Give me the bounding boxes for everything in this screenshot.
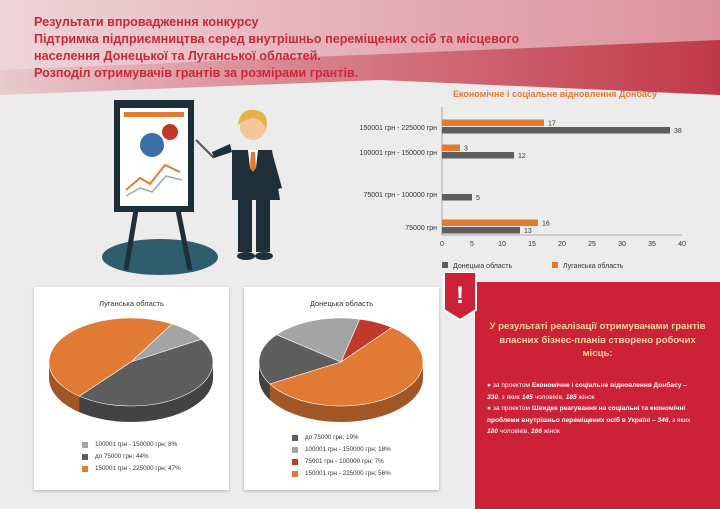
legend-label: 100001 грн - 150000 грн; 8%	[95, 441, 178, 448]
bar	[442, 227, 520, 234]
legend-swatch	[552, 262, 558, 268]
legend-item: до 75000 грн; 19%	[292, 432, 391, 444]
pie-slice-side	[53, 362, 213, 422]
page-title: Результати впровадження конкурсу Підтрим…	[34, 14, 534, 82]
legend-swatch	[292, 471, 298, 477]
presenter-illustration	[102, 100, 282, 275]
donetsk-legend: до 75000 грн; 19% 100001 грн - 150000 грн…	[292, 432, 391, 480]
donetsk-pie-title: Донецька область	[309, 299, 374, 308]
bar	[442, 144, 460, 151]
x-tick-label: 15	[528, 241, 536, 248]
x-tick-label: 30	[618, 241, 626, 248]
legend-label: Луганська область	[563, 262, 624, 270]
result-item-2: ● за проектом Швидке реагування на соціа…	[487, 405, 691, 435]
bar	[442, 152, 514, 159]
pie-slice-side	[259, 362, 270, 400]
result-item-1: ● за проектом Економічне і соціальне від…	[487, 382, 687, 401]
legend-swatch	[442, 262, 448, 268]
legend-label: до 75000 грн; 19%	[305, 434, 359, 441]
data-label: 38	[674, 128, 682, 135]
pie-slice	[276, 317, 361, 363]
title-line-4: Розподіл отримувачів грантів за розмірам…	[34, 66, 359, 80]
results-headline: У результаті реалізації отримувачами гра…	[489, 321, 706, 359]
legend-item: до 75000 грн; 44%	[82, 451, 181, 463]
results-panel: У результаті реалізації отримувачами гра…	[475, 282, 720, 509]
title-line-3: населення Донецької та Луганської област…	[34, 49, 321, 63]
bar	[442, 127, 670, 134]
luhansk-card: Луганська область 100001 грн - 150000 гр…	[34, 287, 229, 490]
x-tick-label: 10	[498, 241, 506, 248]
pie-slice	[78, 339, 214, 407]
x-tick-label: 40	[678, 241, 686, 248]
data-label: 3	[464, 146, 468, 153]
data-label: 5	[476, 195, 480, 202]
legend-item: 150001 грн - 225000 грн; 56%	[292, 468, 391, 480]
legend-item: 150001 грн - 225000 грн; 47%	[82, 463, 181, 475]
legend-swatch	[292, 447, 298, 453]
legend-swatch	[292, 435, 298, 441]
title-line-2: Підтримка підприємництва серед внутрішнь…	[34, 32, 520, 46]
x-tick-label: 0	[440, 241, 444, 248]
legend-swatch	[82, 466, 88, 472]
luhansk-pie-chart	[48, 317, 214, 422]
x-tick-label: 25	[588, 241, 596, 248]
bar	[442, 119, 544, 126]
pie-slice	[258, 334, 342, 385]
donetsk-pie-chart	[258, 317, 424, 422]
x-tick-label: 5	[470, 241, 474, 248]
legend-item: 100001 грн - 150000 грн; 18%	[292, 444, 391, 456]
legend-swatch	[82, 442, 88, 448]
donetsk-card: Донецька область до 75000 грн; 19% 100001…	[244, 287, 439, 490]
bar-chart: 150001 грн - 225000 грн 17 38 100001 грн - …	[360, 107, 686, 270]
y-tick-label: 75001 грн - 100000 грн	[363, 192, 437, 199]
y-tick-label: 150001 грн - 225000 грн	[360, 125, 438, 132]
bar-chart-title: Економічне і соціальне відновлення Донба…	[452, 89, 658, 99]
warning-icon-text: !	[456, 282, 464, 309]
data-label: 12	[518, 153, 526, 160]
results-body: ● за проектом Економічне і соціальне від…	[487, 380, 699, 438]
pie-slice-side	[269, 362, 423, 422]
pie-slice	[48, 317, 173, 397]
bar	[442, 219, 538, 226]
data-label: 17	[548, 121, 556, 128]
data-label: 16	[542, 221, 550, 228]
x-tick-label: 35	[648, 241, 656, 248]
warning-icon: !	[443, 272, 477, 320]
legend-label: Донецька область	[453, 262, 512, 270]
legend-item: 100001 грн - 150000 грн; 8%	[82, 439, 181, 451]
x-tick-label: 20	[558, 241, 566, 248]
y-tick-label: 75000 грн	[405, 225, 437, 232]
legend-label: до 75000 грн; 44%	[95, 453, 149, 460]
y-tick-label: 100001 грн - 150000 грн	[360, 150, 438, 157]
title-line-1: Результати впровадження конкурсу	[34, 15, 259, 29]
legend-label: 150001 грн - 225000 грн; 47%	[95, 465, 181, 472]
luhansk-pie-title: Луганська область	[99, 299, 164, 308]
legend-label: 75001 грн - 100000 грн; 7%	[305, 458, 384, 465]
legend-label: 150001 грн - 225000 грн; 56%	[305, 470, 391, 477]
legend-label: 100001 грн - 150000 грн; 18%	[305, 446, 391, 453]
bar	[442, 194, 472, 201]
data-label: 13	[524, 228, 532, 235]
legend-swatch	[292, 459, 298, 465]
legend-swatch	[82, 454, 88, 460]
legend-item: 75001 грн - 100000 грн; 7%	[292, 456, 391, 468]
pie-slice	[269, 327, 424, 407]
luhansk-legend: 100001 грн - 150000 грн; 8% до 75000 грн;…	[82, 439, 181, 475]
pie-slice-side	[49, 362, 80, 413]
